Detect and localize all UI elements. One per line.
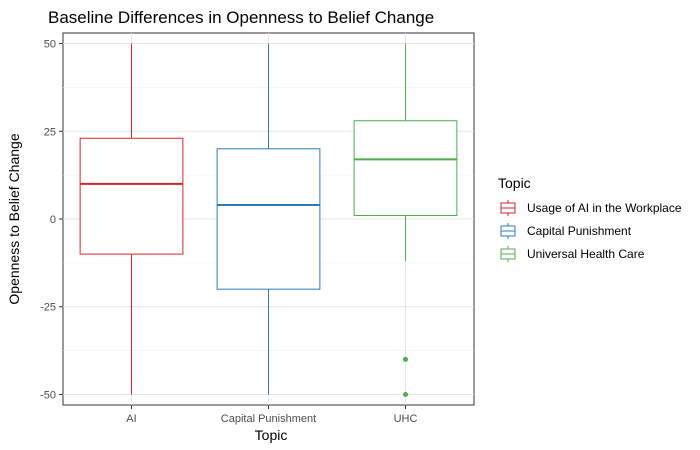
iqr-box — [216, 148, 321, 290]
legend-label: Universal Health Care — [527, 247, 645, 261]
legend-title: Topic — [498, 175, 531, 191]
outlier-point — [403, 356, 408, 362]
x-axis: AI Capital Punishment UHC — [126, 405, 417, 425]
x-tick-label: AI — [126, 413, 136, 425]
box-uhc — [353, 43, 458, 397]
x-tick-label: UHC — [394, 413, 418, 425]
chart-title: Baseline Differences in Openness to Beli… — [48, 8, 434, 27]
x-tick-label: Capital Punishment — [221, 413, 316, 425]
box-ai — [79, 43, 184, 395]
box-group — [79, 43, 458, 397]
legend-item: Capital Punishment — [500, 223, 632, 239]
legend-label: Usage of AI in the Workplace — [527, 201, 682, 215]
y-axis: -50 -25 0 25 50 — [40, 39, 63, 401]
y-axis-title: Openness to Belief Change — [6, 133, 22, 304]
outlier-point — [403, 391, 408, 397]
iqr-box — [79, 137, 184, 255]
x-axis-title: Topic — [255, 427, 288, 443]
legend-label: Capital Punishment — [527, 224, 632, 238]
legend-item: Universal Health Care — [500, 246, 645, 262]
y-tick-label: 25 — [44, 126, 56, 138]
y-tick-label: -50 — [40, 389, 56, 401]
y-tick-label: 0 — [50, 214, 56, 226]
box-capital-punishment — [216, 43, 321, 395]
legend-item: Usage of AI in the Workplace — [500, 200, 682, 216]
y-tick-label: 50 — [44, 39, 56, 51]
legend: Topic Usage of AI in the Workplace Capita… — [498, 175, 682, 262]
iqr-box — [353, 120, 458, 216]
y-tick-label: -25 — [40, 302, 56, 314]
